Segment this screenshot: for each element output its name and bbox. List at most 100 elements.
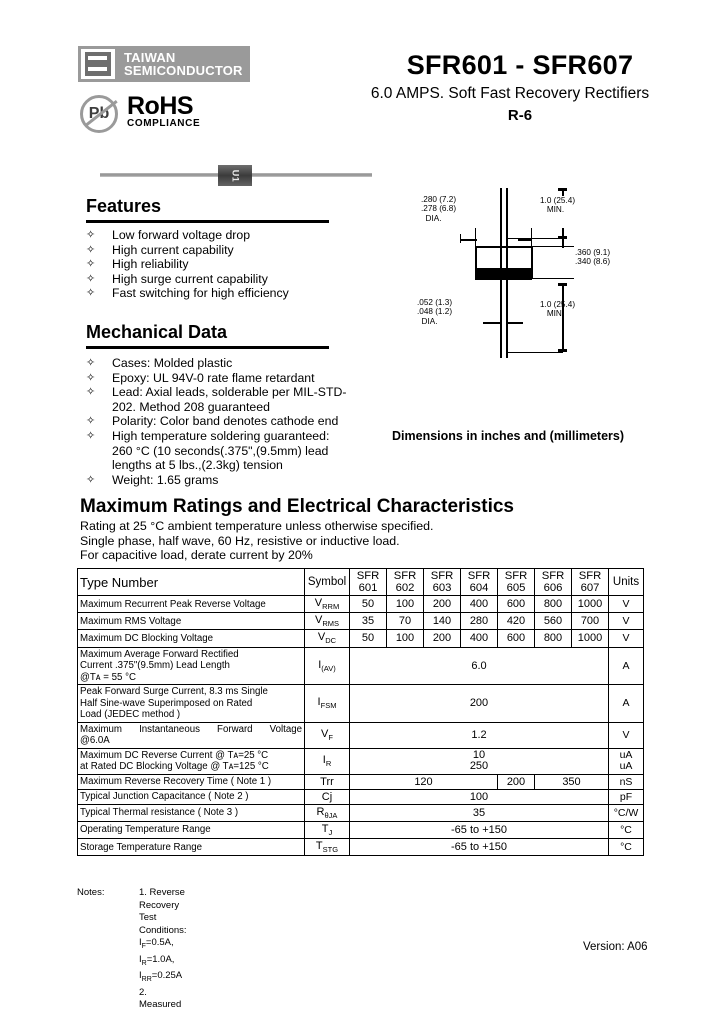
col-part-5: SFR 606	[534, 568, 572, 596]
feature-item: ✧ High current capability	[86, 243, 346, 258]
note-item: 2. Measured at 1 MHz and Applied Reverse…	[139, 986, 182, 1011]
row-value: 560	[534, 612, 572, 631]
row-unit: V	[608, 721, 644, 749]
dim-lead-length-bottom: 1.0 (25.4) MIN.	[540, 300, 576, 319]
ratings-conditions: Rating at 25 °C ambient temperature unle…	[80, 519, 433, 563]
diamond-bullet-icon: ✧	[86, 229, 96, 241]
top-len-ext	[506, 238, 563, 240]
row-value-group: 120	[349, 773, 498, 790]
notes-label: Notes:	[77, 887, 105, 898]
table-row: Typical Junction Capacitance ( Note 2 ) C…	[77, 788, 644, 805]
row-description: Operating Temperature Range	[77, 820, 305, 839]
col-part-0: SFR 601	[349, 568, 387, 596]
row-value: 800	[534, 629, 572, 648]
row-value-span: -65 to +150	[349, 837, 609, 857]
feature-item-label: High reliability	[112, 257, 189, 272]
lead-dia-arrow-right	[507, 322, 523, 324]
row-symbol: TSTG	[304, 837, 350, 857]
row-value-span: -65 to +150	[349, 820, 609, 839]
feature-item-label: High current capability	[112, 242, 234, 257]
row-unit: °C	[608, 837, 644, 857]
table-row: Storage Temperature Range TSTG -65 to +150…	[77, 837, 644, 857]
company-name-line1: TAIWAN	[124, 49, 176, 65]
row-description: Maximum DC Blocking Voltage	[77, 629, 305, 648]
mechanical-item: ✧ Cases: Molded plastic	[86, 356, 361, 371]
feature-item-label: High surge current capability	[112, 271, 268, 286]
table-row: Peak Forward Surge Current, 8.3 ms Singl…	[77, 684, 644, 723]
diamond-bullet-icon: ✧	[86, 415, 96, 428]
col-part-3: SFR 604	[460, 568, 498, 596]
dimensions-caption: Dimensions in inches and (millimeters)	[392, 429, 625, 443]
diamond-bullet-icon: ✧	[86, 429, 96, 442]
feature-item: ✧ High reliability	[86, 257, 346, 272]
col-symbol: Symbol	[304, 568, 350, 596]
rohs-badge: Pb RoHS COMPLIANCE	[80, 92, 265, 138]
features-list: ✧ Low forward voltage drop ✧ High current c…	[86, 228, 346, 301]
feature-item-label: Fast switching for high efficiency	[112, 286, 289, 301]
cathode-band	[475, 268, 532, 278]
dim-lead-diameter: .052 (1.3) .048 (1.2) DIA.	[417, 298, 453, 326]
company-logo-text: TAIWAN SEMICONDUCTOR	[124, 49, 243, 78]
ratings-condition-line: Rating at 25 °C ambient temperature unle…	[80, 519, 434, 533]
mechanical-item-label: Epoxy: UL 94V-0 rate flame retardant	[112, 370, 315, 385]
table-row: Maximum Recurrent Peak Reverse Voltage VR…	[77, 594, 644, 614]
row-value-span: 100	[349, 788, 609, 805]
table-row: Maximum Average Forward Rectified Current…	[77, 646, 644, 686]
body-right-edge	[531, 246, 533, 279]
dim-lead-length-top: 1.0 (25.4) MIN.	[540, 196, 576, 215]
row-symbol: VF	[304, 721, 350, 749]
row-value-span: 35	[349, 803, 609, 822]
row-value: 1000	[571, 594, 609, 614]
row-symbol: IR	[304, 747, 350, 775]
row-value: 70	[386, 612, 424, 631]
col-part-1: SFR 602	[386, 568, 424, 596]
mechanical-item-label: Weight: 1.65 grams	[112, 472, 219, 487]
mechanical-item-label: Cases: Molded plastic	[112, 356, 233, 370]
row-value: 200	[423, 594, 461, 614]
col-type-number: Type Number	[77, 568, 305, 596]
row-symbol: VRRM	[304, 594, 350, 614]
row-symbol: Trr	[304, 773, 350, 790]
version-label: Version: A06	[583, 941, 648, 953]
dia-arrow-left	[460, 239, 477, 241]
row-value: 400	[460, 594, 498, 614]
row-unit: °C	[608, 820, 644, 839]
mechanical-item: ✧ Epoxy: UL 94V-0 rate flame retardant	[86, 371, 361, 386]
dim-body-diameter: .280 (7.2) .278 (6.8) DIA.	[421, 195, 457, 223]
body-len-ext-top	[532, 246, 574, 248]
row-unit: A	[608, 684, 644, 723]
mechanical-item: ✧ Weight: 1.65 grams	[86, 473, 361, 488]
row-unit: °C/W	[608, 803, 644, 822]
table-row: Maximum DC Reverse Current @ Tᴀ=25 °C at …	[77, 747, 644, 775]
rohs-label: RoHS	[127, 92, 194, 120]
row-value-group: 200	[497, 773, 535, 790]
row-value-group: 350	[534, 773, 609, 790]
row-value: 400	[460, 629, 498, 648]
body-top-edge	[475, 246, 532, 248]
dia-arrow-right	[518, 239, 532, 241]
ts-logo-mark-icon	[81, 49, 115, 79]
company-logo: TAIWAN SEMICONDUCTOR	[78, 46, 250, 82]
table-row: Typical Thermal resistance ( Note 3 ) RθJ…	[77, 803, 644, 822]
features-heading: Features	[86, 196, 162, 216]
dia-ext-right	[531, 228, 533, 246]
feature-item: ✧ Low forward voltage drop	[86, 228, 346, 243]
bot-len-arrow-top	[558, 283, 567, 286]
row-value: 140	[423, 612, 461, 631]
diamond-bullet-icon: ✧	[86, 243, 96, 256]
row-unit: V	[608, 629, 644, 648]
table-body: Maximum Recurrent Peak Reverse Voltage VR…	[77, 594, 644, 857]
row-symbol: IFSM	[304, 684, 350, 723]
row-description: Typical Thermal resistance ( Note 3 )	[77, 803, 305, 822]
note-item: 1. Reverse Recovery Test Conditions: IF=…	[139, 887, 187, 984]
row-value: 200	[423, 629, 461, 648]
rohs-text-block: RoHS COMPLIANCE	[127, 92, 200, 130]
body-left-edge	[475, 246, 477, 279]
col-part-2: SFR 603	[423, 568, 461, 596]
mechanical-heading-rule	[86, 346, 329, 349]
row-value-span: 6.0	[349, 646, 609, 686]
row-description: Typical Junction Capacitance ( Note 2 )	[77, 788, 305, 805]
row-unit: uA uA	[608, 747, 644, 775]
row-value-span: 1.2	[349, 721, 609, 749]
